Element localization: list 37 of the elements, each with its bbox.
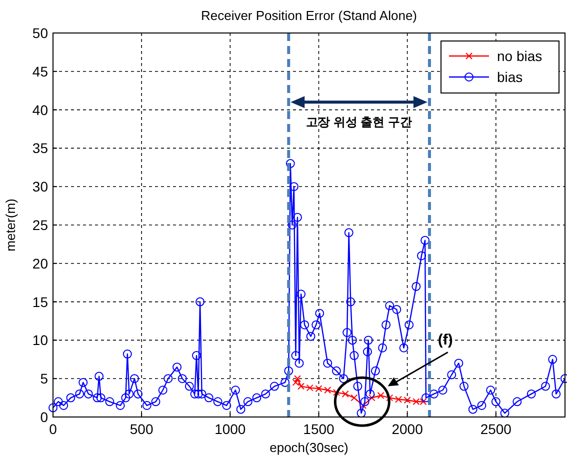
point bbox=[315, 385, 322, 392]
point bbox=[420, 398, 427, 406]
y-tick-label: 25 bbox=[32, 217, 48, 233]
y-tick-label: 5 bbox=[40, 370, 48, 387]
point bbox=[404, 396, 411, 404]
x-tick-label: 1000 bbox=[214, 421, 246, 437]
point bbox=[412, 398, 420, 406]
y-tick-label: 10 bbox=[32, 332, 48, 348]
point bbox=[306, 384, 314, 392]
y-tick-label: 40 bbox=[32, 102, 48, 118]
y-tick-label: 50 bbox=[32, 25, 48, 41]
annotation: 고장 위성 출현 구간 bbox=[306, 115, 412, 130]
point bbox=[377, 392, 384, 399]
y-tick-label: 20 bbox=[32, 255, 48, 272]
point bbox=[360, 402, 367, 409]
y-tick-label: 45 bbox=[32, 63, 48, 80]
x-tick-label: 2000 bbox=[392, 421, 424, 437]
y-tick-label: 35 bbox=[32, 140, 48, 156]
y-tick-label: 15 bbox=[32, 294, 48, 310]
annotation: (f) bbox=[438, 331, 453, 348]
y-axis-title: meter(m) bbox=[3, 198, 18, 252]
x-tick-label: 2500 bbox=[480, 421, 512, 437]
point bbox=[292, 378, 300, 386]
y-tick-label: 30 bbox=[32, 178, 48, 195]
chart-title: Receiver Position Error (Stand Alone) bbox=[200, 8, 418, 23]
x-tick-label: 500 bbox=[130, 421, 154, 437]
x-axis-title: epoch(30sec) bbox=[270, 440, 348, 455]
point bbox=[386, 394, 394, 402]
point bbox=[368, 394, 376, 402]
y-tick-label: 0 bbox=[40, 409, 48, 425]
point bbox=[324, 386, 332, 394]
legend-label: no bias bbox=[497, 48, 542, 64]
point bbox=[394, 396, 402, 403]
point bbox=[350, 394, 358, 402]
legend-label: bias bbox=[497, 69, 523, 85]
x-tick-label: 1500 bbox=[303, 421, 335, 437]
point bbox=[342, 390, 349, 398]
